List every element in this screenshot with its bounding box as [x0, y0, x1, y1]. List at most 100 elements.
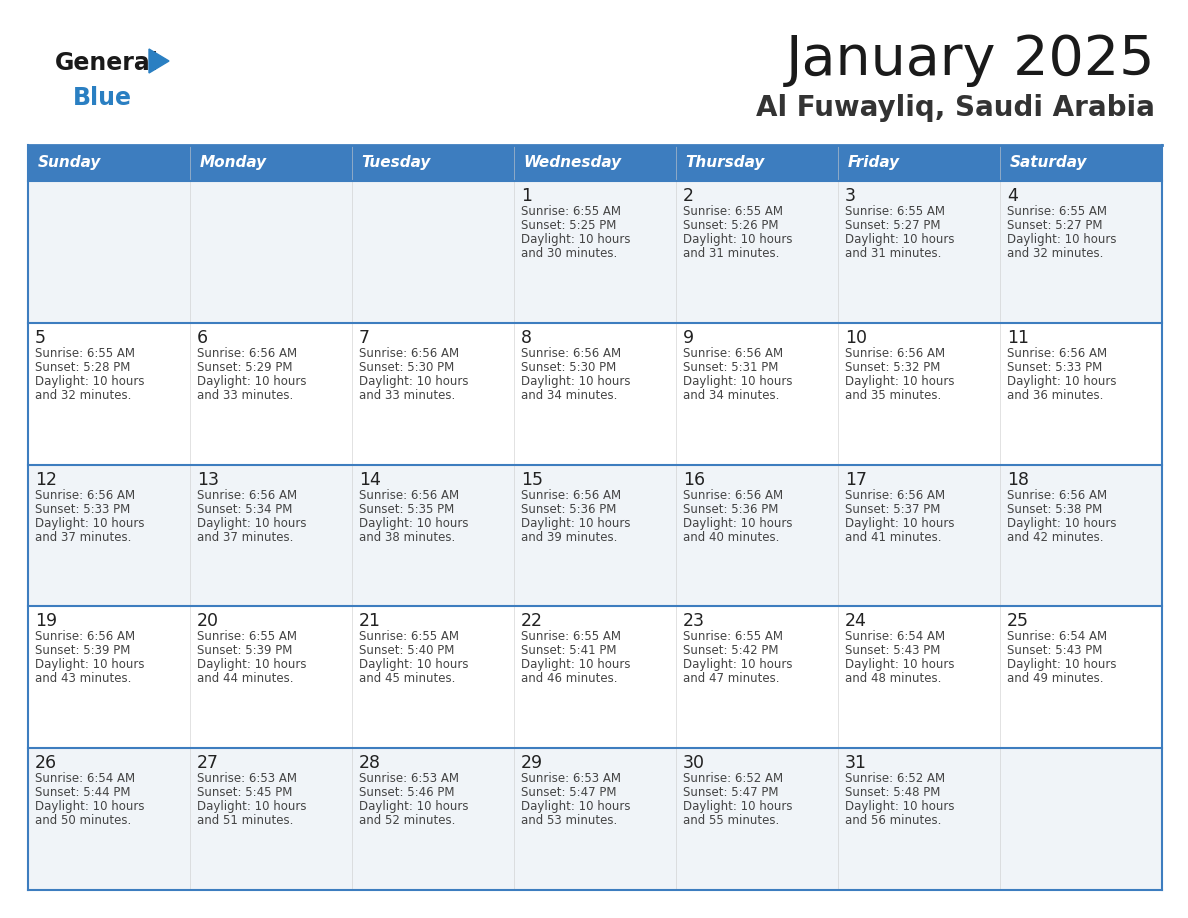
Text: 31: 31 — [845, 755, 867, 772]
Text: and 43 minutes.: and 43 minutes. — [34, 672, 132, 686]
Text: Daylight: 10 hours: Daylight: 10 hours — [1007, 375, 1117, 387]
Text: Sunrise: 6:56 AM: Sunrise: 6:56 AM — [197, 488, 297, 501]
Text: Sunset: 5:27 PM: Sunset: 5:27 PM — [845, 219, 941, 232]
Text: Sunrise: 6:54 AM: Sunrise: 6:54 AM — [845, 631, 946, 644]
Bar — [838, 181, 1000, 323]
Text: Daylight: 10 hours: Daylight: 10 hours — [845, 800, 954, 813]
Text: Thursday: Thursday — [685, 155, 765, 171]
Text: Sunrise: 6:56 AM: Sunrise: 6:56 AM — [34, 488, 135, 501]
Text: 30: 30 — [683, 755, 704, 772]
Text: Daylight: 10 hours: Daylight: 10 hours — [1007, 233, 1117, 246]
Text: and 33 minutes.: and 33 minutes. — [197, 389, 293, 402]
Text: 1: 1 — [522, 187, 532, 205]
Bar — [29, 607, 190, 748]
Text: and 32 minutes.: and 32 minutes. — [1007, 247, 1104, 260]
Text: Sunset: 5:28 PM: Sunset: 5:28 PM — [34, 361, 131, 374]
Text: Sunrise: 6:56 AM: Sunrise: 6:56 AM — [845, 488, 946, 501]
Bar — [29, 323, 190, 465]
Text: Sunset: 5:46 PM: Sunset: 5:46 PM — [359, 786, 455, 800]
Text: Daylight: 10 hours: Daylight: 10 hours — [522, 233, 631, 246]
Text: Daylight: 10 hours: Daylight: 10 hours — [197, 517, 307, 530]
Text: Sunset: 5:43 PM: Sunset: 5:43 PM — [1007, 644, 1102, 657]
Text: Sunrise: 6:55 AM: Sunrise: 6:55 AM — [683, 205, 783, 218]
Text: Daylight: 10 hours: Daylight: 10 hours — [522, 800, 631, 813]
Text: Sunset: 5:34 PM: Sunset: 5:34 PM — [197, 502, 292, 516]
Text: Sunset: 5:33 PM: Sunset: 5:33 PM — [1007, 361, 1102, 374]
Text: 29: 29 — [522, 755, 543, 772]
Text: Monday: Monday — [200, 155, 267, 171]
Text: and 37 minutes.: and 37 minutes. — [34, 531, 132, 543]
Text: and 56 minutes.: and 56 minutes. — [845, 814, 941, 827]
Text: and 49 minutes.: and 49 minutes. — [1007, 672, 1104, 686]
Text: Sunrise: 6:56 AM: Sunrise: 6:56 AM — [522, 347, 621, 360]
Text: Sunrise: 6:56 AM: Sunrise: 6:56 AM — [34, 631, 135, 644]
Text: Daylight: 10 hours: Daylight: 10 hours — [34, 800, 145, 813]
Text: Sunrise: 6:56 AM: Sunrise: 6:56 AM — [1007, 347, 1107, 360]
Text: Sunrise: 6:55 AM: Sunrise: 6:55 AM — [522, 631, 621, 644]
Text: and 30 minutes.: and 30 minutes. — [522, 247, 618, 260]
Text: Sunset: 5:29 PM: Sunset: 5:29 PM — [197, 361, 292, 374]
Text: Sunrise: 6:55 AM: Sunrise: 6:55 AM — [1007, 205, 1107, 218]
Text: Sunday: Sunday — [38, 155, 101, 171]
Polygon shape — [148, 49, 169, 73]
Text: Sunset: 5:35 PM: Sunset: 5:35 PM — [359, 502, 454, 516]
Text: Sunset: 5:43 PM: Sunset: 5:43 PM — [845, 644, 941, 657]
Bar — [1000, 607, 1162, 748]
Text: 12: 12 — [34, 471, 57, 488]
Text: 19: 19 — [34, 612, 57, 631]
Text: 18: 18 — [1007, 471, 1029, 488]
Bar — [352, 323, 514, 465]
Text: Sunrise: 6:54 AM: Sunrise: 6:54 AM — [34, 772, 135, 785]
Text: and 36 minutes.: and 36 minutes. — [1007, 389, 1104, 402]
Text: and 40 minutes.: and 40 minutes. — [683, 531, 779, 543]
Text: Sunset: 5:31 PM: Sunset: 5:31 PM — [683, 361, 778, 374]
Bar — [1000, 323, 1162, 465]
Text: Daylight: 10 hours: Daylight: 10 hours — [522, 375, 631, 387]
Text: 20: 20 — [197, 612, 219, 631]
Text: 4: 4 — [1007, 187, 1018, 205]
Bar — [190, 181, 352, 323]
Text: Sunrise: 6:56 AM: Sunrise: 6:56 AM — [1007, 488, 1107, 501]
Bar — [676, 465, 838, 607]
Text: Sunset: 5:32 PM: Sunset: 5:32 PM — [845, 361, 941, 374]
Text: and 34 minutes.: and 34 minutes. — [683, 389, 779, 402]
Text: Daylight: 10 hours: Daylight: 10 hours — [845, 658, 954, 671]
Text: 28: 28 — [359, 755, 381, 772]
Bar — [29, 145, 1162, 181]
Text: and 50 minutes.: and 50 minutes. — [34, 814, 131, 827]
Text: Sunset: 5:33 PM: Sunset: 5:33 PM — [34, 502, 131, 516]
Text: and 31 minutes.: and 31 minutes. — [845, 247, 941, 260]
Bar — [514, 181, 676, 323]
Bar — [1000, 181, 1162, 323]
Bar — [1000, 465, 1162, 607]
Text: Daylight: 10 hours: Daylight: 10 hours — [683, 375, 792, 387]
Text: Sunset: 5:42 PM: Sunset: 5:42 PM — [683, 644, 778, 657]
Text: January 2025: January 2025 — [785, 33, 1155, 87]
Text: 21: 21 — [359, 612, 381, 631]
Text: 16: 16 — [683, 471, 706, 488]
Text: Sunset: 5:39 PM: Sunset: 5:39 PM — [34, 644, 131, 657]
Bar — [29, 465, 190, 607]
Text: 3: 3 — [845, 187, 857, 205]
Text: 2: 2 — [683, 187, 694, 205]
Text: 13: 13 — [197, 471, 219, 488]
Text: Daylight: 10 hours: Daylight: 10 hours — [359, 800, 468, 813]
Text: and 32 minutes.: and 32 minutes. — [34, 389, 132, 402]
Text: Sunrise: 6:55 AM: Sunrise: 6:55 AM — [845, 205, 944, 218]
Text: 25: 25 — [1007, 612, 1029, 631]
Text: Sunrise: 6:55 AM: Sunrise: 6:55 AM — [34, 347, 135, 360]
Text: Friday: Friday — [848, 155, 899, 171]
Text: and 46 minutes.: and 46 minutes. — [522, 672, 618, 686]
Text: Sunset: 5:36 PM: Sunset: 5:36 PM — [522, 502, 617, 516]
Text: Sunset: 5:44 PM: Sunset: 5:44 PM — [34, 786, 131, 800]
Text: Al Fuwayliq, Saudi Arabia: Al Fuwayliq, Saudi Arabia — [756, 94, 1155, 122]
Text: 7: 7 — [359, 329, 369, 347]
Text: Daylight: 10 hours: Daylight: 10 hours — [359, 375, 468, 387]
Text: Sunset: 5:38 PM: Sunset: 5:38 PM — [1007, 502, 1102, 516]
Text: 5: 5 — [34, 329, 46, 347]
Text: Sunset: 5:45 PM: Sunset: 5:45 PM — [197, 786, 292, 800]
Text: and 41 minutes.: and 41 minutes. — [845, 531, 942, 543]
Text: 6: 6 — [197, 329, 208, 347]
Text: Daylight: 10 hours: Daylight: 10 hours — [683, 517, 792, 530]
Bar — [514, 607, 676, 748]
